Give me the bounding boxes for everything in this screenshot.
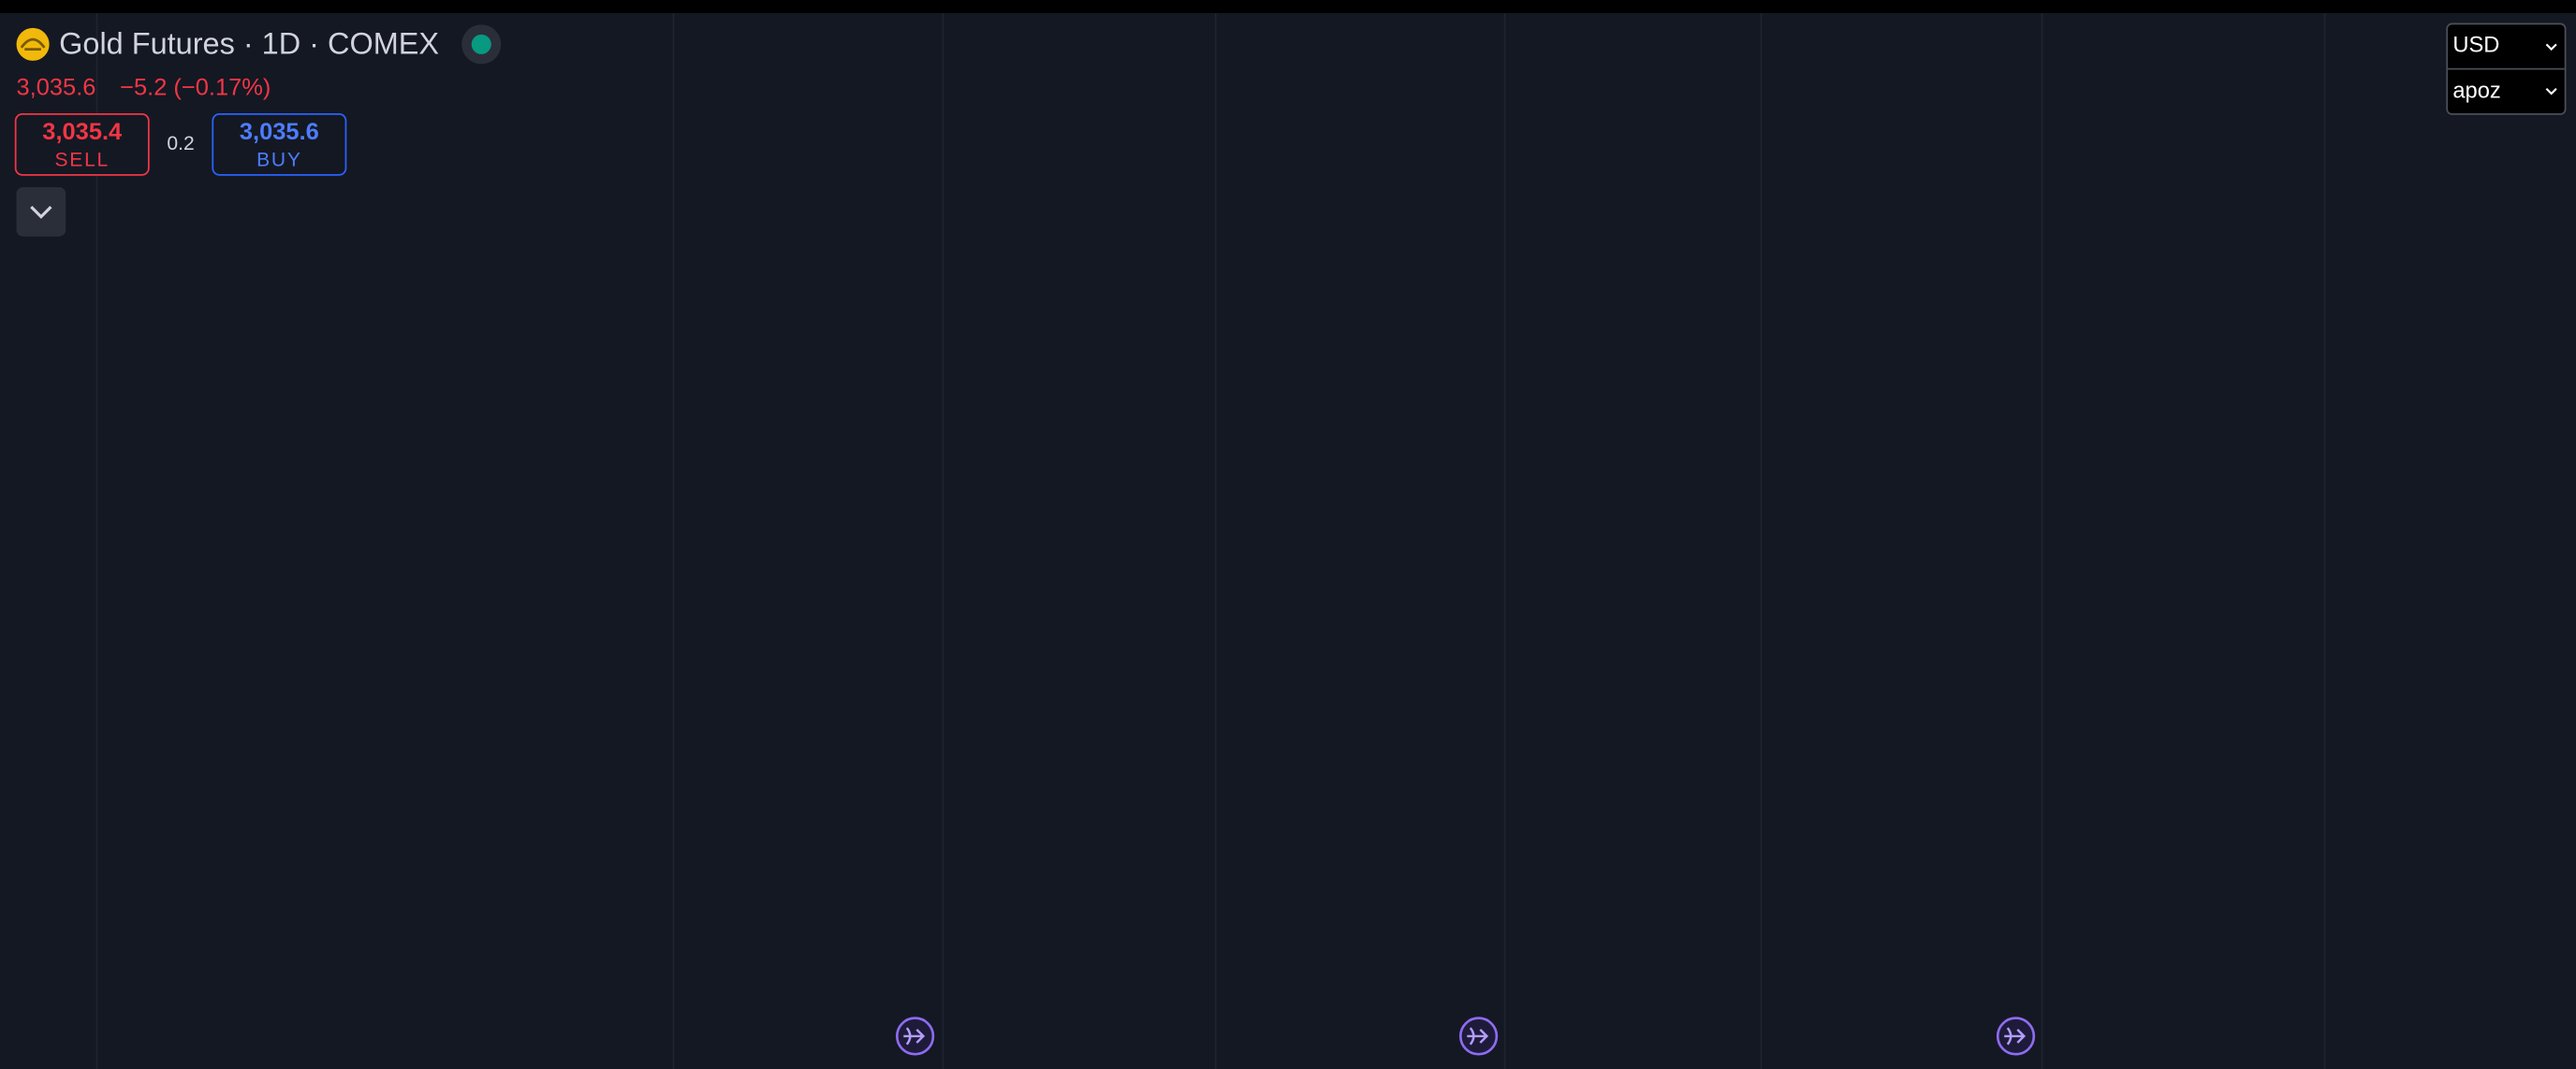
symbol-icon-mark bbox=[20, 37, 46, 51]
status-dot bbox=[471, 34, 491, 54]
chevron bbox=[2545, 43, 2557, 51]
buy-price: 3,035.6 bbox=[240, 119, 319, 145]
collapse-box[interactable] bbox=[16, 186, 66, 237]
collapse-button[interactable] bbox=[16, 186, 66, 237]
buy-button[interactable]: 3,035.6 BUY bbox=[212, 113, 347, 176]
last-price: 3,035.6 bbox=[17, 74, 96, 100]
chevron bbox=[30, 205, 52, 219]
chevron bbox=[2545, 87, 2557, 95]
symbol-icon bbox=[16, 27, 50, 61]
buy-box[interactable] bbox=[212, 113, 347, 176]
event-icon[interactable] bbox=[1996, 1017, 2036, 1056]
spread: 0.2 bbox=[167, 133, 194, 154]
sell-button[interactable]: 3,035.4 SELL bbox=[14, 113, 150, 176]
top-bar bbox=[0, 0, 2576, 14]
price-change: −5.2 (−0.17%) bbox=[120, 74, 271, 100]
currency[interactable]: USD bbox=[2452, 33, 2499, 57]
time-grid bbox=[95, 13, 2326, 1069]
sell-label: SELL bbox=[54, 149, 110, 170]
sell-box[interactable] bbox=[14, 113, 150, 176]
currency-control[interactable]: USD apoz bbox=[2446, 22, 2567, 115]
account[interactable]: apoz bbox=[2452, 79, 2500, 103]
event-icons bbox=[895, 1017, 2036, 1056]
symbol-title: Gold Futures · 1D · COMEX bbox=[59, 27, 439, 61]
event-icon[interactable] bbox=[895, 1017, 935, 1056]
event-icon[interactable] bbox=[1458, 1017, 1499, 1056]
sell-price: 3,035.4 bbox=[42, 119, 123, 145]
buy-label: BUY bbox=[256, 149, 302, 170]
